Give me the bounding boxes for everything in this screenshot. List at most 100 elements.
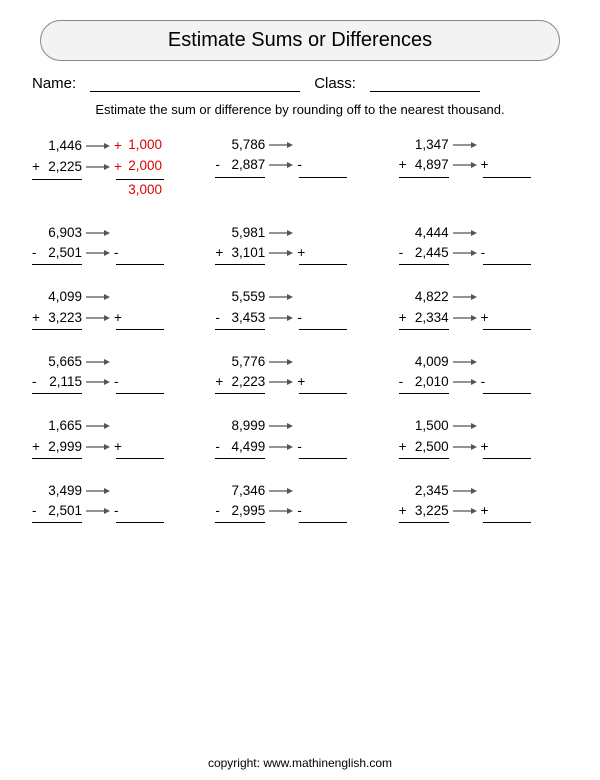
rule-left xyxy=(399,458,449,459)
rule-right xyxy=(116,264,164,265)
rounded-blank[interactable] xyxy=(305,317,345,318)
op: - xyxy=(481,372,489,392)
top-number: 5,776 xyxy=(225,352,265,372)
top-number: 5,665 xyxy=(42,352,82,372)
problem: 3,499-2,501- xyxy=(32,481,201,524)
rounded-blank[interactable] xyxy=(489,382,529,383)
op: - xyxy=(297,437,305,457)
rounded-top: 1,000 xyxy=(122,135,162,156)
op: + xyxy=(481,155,489,175)
name-blank[interactable] xyxy=(90,75,300,92)
rule-left xyxy=(32,393,82,394)
rule-right xyxy=(299,177,347,178)
bottom-number: 2,223 xyxy=(225,372,265,392)
class-blank[interactable] xyxy=(370,75,480,92)
rounded-blank[interactable] xyxy=(305,253,345,254)
operator: - xyxy=(32,372,42,392)
arrow-icon xyxy=(86,358,110,366)
class-label: Class: xyxy=(314,75,356,92)
rule-left xyxy=(215,522,265,523)
rounded-blank[interactable] xyxy=(122,297,162,298)
top-number: 1,347 xyxy=(409,135,449,155)
rule-right xyxy=(483,329,531,330)
rounded-blank[interactable] xyxy=(489,253,529,254)
rounded-bottom: 2,000 xyxy=(122,156,162,177)
top-number: 8,999 xyxy=(225,416,265,436)
rounded-blank[interactable] xyxy=(489,446,529,447)
rounded-blank[interactable] xyxy=(489,511,529,512)
rule-right xyxy=(299,329,347,330)
rule-right xyxy=(299,393,347,394)
top-number: 1,500 xyxy=(409,416,449,436)
rounded-blank[interactable] xyxy=(122,446,162,447)
arrow-icon xyxy=(453,422,477,430)
info-row: Name: Class: xyxy=(32,75,568,92)
rule-right xyxy=(483,177,531,178)
rule-right xyxy=(299,522,347,523)
arrow-icon xyxy=(86,249,110,257)
rounded-blank[interactable] xyxy=(305,382,345,383)
arrow-icon xyxy=(269,293,293,301)
rounded-blank[interactable] xyxy=(305,232,345,233)
rounded-blank[interactable] xyxy=(122,253,162,254)
rule-left xyxy=(215,177,265,178)
rounded-blank[interactable] xyxy=(489,426,529,427)
bottom-number: 4,499 xyxy=(225,437,265,457)
problem: 5,665-2,115- xyxy=(32,352,201,395)
problems-grid: 1,446+1,000+2,225+2,0003,0005,786-2,887-… xyxy=(30,135,570,523)
bottom-number: 2,115 xyxy=(42,372,82,392)
arrow-icon xyxy=(269,229,293,237)
rounded-blank[interactable] xyxy=(305,165,345,166)
arrow-icon xyxy=(86,314,110,322)
arrow-icon xyxy=(269,161,293,169)
rounded-blank[interactable] xyxy=(489,297,529,298)
worksheet-page: Estimate Sums or Differences Name: Class… xyxy=(0,0,600,780)
problem: 1,347+4,897+ xyxy=(399,135,568,201)
rule-left xyxy=(32,329,82,330)
rounded-blank[interactable] xyxy=(305,490,345,491)
top-number: 4,099 xyxy=(42,287,82,307)
op: - xyxy=(297,155,305,175)
op: - xyxy=(114,501,122,521)
rounded-blank[interactable] xyxy=(122,490,162,491)
rule-left xyxy=(32,522,82,523)
rounded-blank[interactable] xyxy=(305,426,345,427)
top-number: 4,822 xyxy=(409,287,449,307)
problem: 4,444-2,445- xyxy=(399,223,568,266)
rounded-blank[interactable] xyxy=(305,145,345,146)
rule-left xyxy=(215,329,265,330)
operator: - xyxy=(215,308,225,328)
rule-left xyxy=(399,329,449,330)
rounded-blank[interactable] xyxy=(489,361,529,362)
op: + xyxy=(481,501,489,521)
bottom-number: 2,501 xyxy=(42,243,82,263)
rounded-blank[interactable] xyxy=(489,165,529,166)
rounded-blank[interactable] xyxy=(305,361,345,362)
bottom-number: 3,453 xyxy=(225,308,265,328)
rounded-blank[interactable] xyxy=(122,426,162,427)
rounded-blank[interactable] xyxy=(122,317,162,318)
rule-right xyxy=(116,393,164,394)
arrow-icon xyxy=(86,487,110,495)
top-number: 1,446 xyxy=(42,136,82,156)
rounded-blank[interactable] xyxy=(305,297,345,298)
arrow-icon xyxy=(86,229,110,237)
rounded-blank[interactable] xyxy=(489,232,529,233)
rounded-blank[interactable] xyxy=(122,361,162,362)
operator: + xyxy=(399,501,409,521)
top-number: 1,665 xyxy=(42,416,82,436)
operator: - xyxy=(215,437,225,457)
op: - xyxy=(114,243,122,263)
rounded-blank[interactable] xyxy=(122,511,162,512)
rounded-blank[interactable] xyxy=(305,511,345,512)
rule-left xyxy=(399,177,449,178)
rounded-blank[interactable] xyxy=(122,232,162,233)
arrow-icon xyxy=(86,163,110,171)
rounded-blank[interactable] xyxy=(489,490,529,491)
rounded-blank[interactable] xyxy=(305,446,345,447)
rounded-blank[interactable] xyxy=(122,382,162,383)
operator: - xyxy=(399,243,409,263)
rounded-blank[interactable] xyxy=(489,317,529,318)
rounded-blank[interactable] xyxy=(489,145,529,146)
problem: 4,822+2,334+ xyxy=(399,287,568,330)
